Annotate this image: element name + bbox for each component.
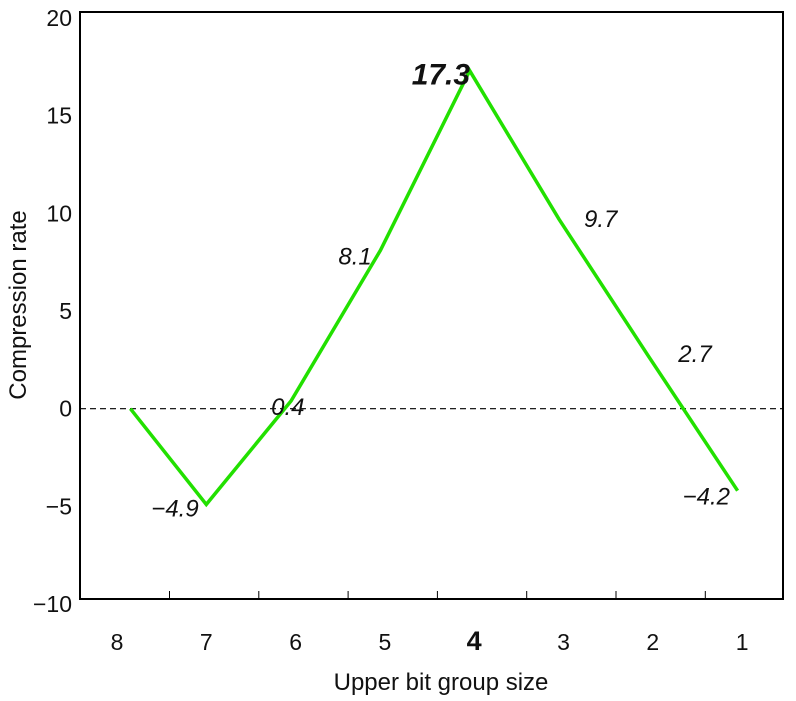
- y-axis-title: Compression rate: [5, 210, 32, 399]
- plot-frame: [79, 11, 784, 600]
- x-tick-label: 4: [467, 626, 482, 656]
- data-labels: −4.9 0.4 8.1 17.3 9.7 2.7 −4.2: [151, 59, 730, 523]
- y-tick-label: 5: [59, 298, 72, 324]
- y-axis: −10 −5 0 5 10 15 20: [33, 5, 72, 617]
- y-tick-label: 0: [59, 396, 72, 422]
- y-tick-label: −5: [46, 493, 72, 519]
- data-label: 17.3: [412, 59, 471, 92]
- x-axis: 8 7 6 5 4 3 2 1: [111, 591, 749, 656]
- x-tick-label: 8: [111, 629, 124, 655]
- data-label: 0.4: [271, 394, 304, 421]
- x-tick-label: 1: [736, 629, 749, 655]
- x-tick-label: 7: [200, 629, 213, 655]
- y-tick-label: 10: [46, 200, 72, 226]
- y-tick-label: 20: [46, 5, 72, 31]
- data-label: 8.1: [338, 243, 371, 270]
- data-label: −4.9: [151, 495, 198, 522]
- y-tick-label: −10: [33, 591, 72, 617]
- x-tick-label: 3: [557, 629, 570, 655]
- data-label: 9.7: [584, 206, 619, 233]
- data-label: −4.2: [683, 484, 730, 511]
- data-label: 2.7: [677, 341, 713, 368]
- y-tick-label: 15: [46, 103, 72, 129]
- x-tick-label: 2: [646, 629, 659, 655]
- x-tick-label: 6: [289, 629, 302, 655]
- compression-rate-series-line: [129, 67, 740, 508]
- x-tick-label: 5: [379, 629, 392, 655]
- x-axis-title: Upper bit group size: [334, 669, 549, 696]
